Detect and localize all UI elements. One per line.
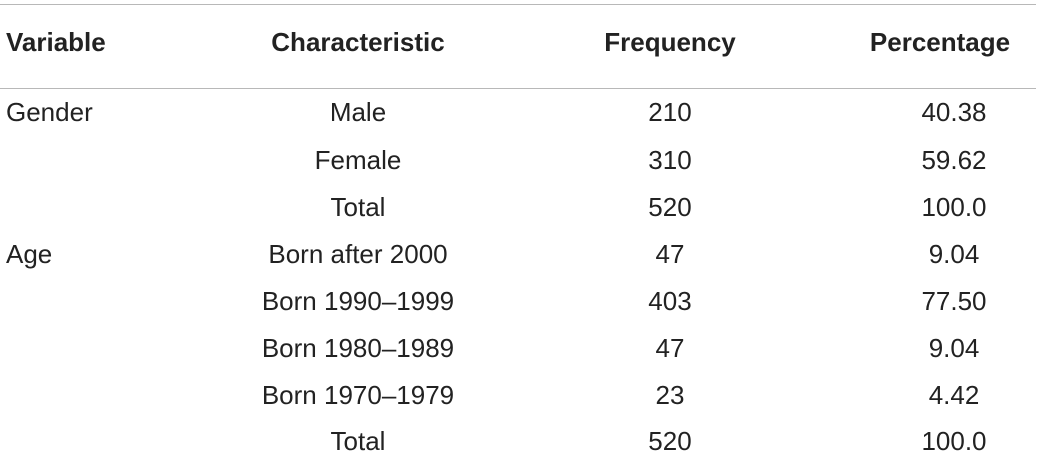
table-top-rule — [0, 4, 1036, 5]
header-percentage: Percentage — [869, 27, 1011, 57]
cell-percentage: 100.0 — [921, 192, 987, 222]
cell-frequency: 23 — [655, 380, 685, 410]
cell-frequency: 520 — [648, 192, 692, 222]
cell-frequency: 403 — [648, 286, 692, 316]
table-row: Born 1980–1989 47 9.04 — [0, 328, 1040, 368]
cell-characteristic: Total — [330, 426, 386, 456]
cell-percentage: 100.0 — [921, 426, 987, 456]
header-frequency: Frequency — [604, 27, 736, 57]
cell-frequency: 520 — [648, 426, 692, 456]
header-variable: Variable — [6, 27, 106, 57]
cell-percentage: 9.04 — [928, 239, 980, 269]
cell-characteristic: Born 1990–1999 — [261, 286, 455, 316]
cell-frequency: 47 — [655, 333, 685, 363]
table-row: Gender Male 210 40.38 — [0, 92, 1040, 132]
cell-characteristic: Female — [314, 145, 402, 175]
cell-characteristic: Born 1980–1989 — [261, 333, 455, 363]
table-row: Total 520 100.0 — [0, 187, 1040, 227]
cell-frequency: 210 — [648, 97, 692, 127]
cell-percentage: 59.62 — [921, 145, 987, 175]
table-header-rule — [0, 88, 1036, 89]
cell-percentage: 77.50 — [921, 286, 987, 316]
header-characteristic: Characteristic — [271, 27, 445, 57]
cell-variable: Age — [6, 239, 53, 269]
table-row: Female 310 59.62 — [0, 140, 1040, 180]
table-row: Born 1970–1979 23 4.42 — [0, 375, 1040, 415]
table-row: Age Born after 2000 47 9.04 — [0, 234, 1040, 274]
cell-frequency: 47 — [655, 239, 685, 269]
cell-variable: Gender — [6, 97, 93, 127]
cell-characteristic: Total — [330, 192, 386, 222]
table-row: Total 520 100.0 — [0, 421, 1040, 460]
cell-characteristic: Born after 2000 — [268, 239, 448, 269]
table-header-row: Variable Characteristic Frequency Percen… — [0, 22, 1040, 62]
cell-characteristic: Male — [329, 97, 387, 127]
table-row: Born 1990–1999 403 77.50 — [0, 281, 1040, 321]
cell-percentage: 9.04 — [928, 333, 980, 363]
cell-percentage: 4.42 — [928, 380, 980, 410]
cell-characteristic: Born 1970–1979 — [261, 380, 455, 410]
cell-frequency: 310 — [648, 145, 692, 175]
cell-percentage: 40.38 — [921, 97, 987, 127]
